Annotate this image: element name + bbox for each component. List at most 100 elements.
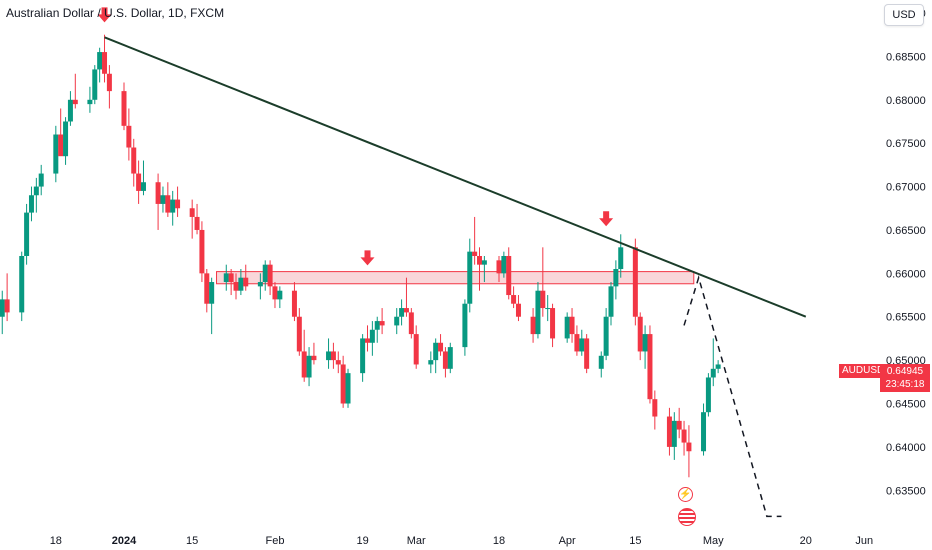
candle-body	[647, 334, 653, 400]
candle-body	[569, 316, 575, 335]
candle-body	[155, 182, 161, 204]
candle-body	[170, 199, 176, 213]
price-tick-label: 0.68500	[886, 51, 926, 63]
candle-body	[291, 290, 297, 317]
candle-body	[301, 351, 307, 378]
candle-body	[267, 264, 273, 287]
candle-body	[257, 282, 263, 287]
candle-body	[238, 277, 244, 291]
candle-body	[637, 316, 643, 352]
candle-body	[126, 125, 132, 148]
time-tick-label: 18	[50, 535, 62, 547]
projection-path	[683, 275, 782, 518]
candle-body	[676, 420, 682, 430]
candle-body	[165, 195, 171, 213]
candle-body	[394, 316, 400, 326]
candle-body	[462, 303, 468, 348]
candle-body	[374, 321, 380, 330]
lightning-event-icon[interactable]: ⚡	[678, 487, 693, 502]
currency-button[interactable]: USD	[884, 4, 924, 26]
candle-body	[38, 173, 44, 187]
candle-body	[530, 316, 536, 335]
us-flag-event-icon[interactable]	[678, 508, 696, 526]
candle-body	[642, 334, 648, 352]
down-arrow-marker	[599, 211, 614, 227]
candle-body	[87, 99, 93, 105]
candle-body	[442, 351, 448, 369]
candle-body	[58, 134, 64, 157]
candle-body	[175, 199, 181, 209]
candle-body	[272, 286, 278, 300]
candle-body	[472, 251, 478, 256]
candle-body	[306, 355, 312, 378]
resistance-zone	[216, 271, 695, 285]
down-arrow-marker	[97, 7, 112, 23]
candle-body	[63, 121, 69, 157]
price-axis: 0.690000.685000.680000.675000.670000.665…	[886, 8, 926, 497]
candle-body	[24, 212, 30, 256]
time-tick-label: 19	[357, 535, 369, 547]
chart-title: Australian Dollar / U.S. Dollar, 1D, FXC…	[6, 6, 225, 20]
candle-body	[365, 338, 370, 343]
candle-body	[140, 182, 146, 191]
candle-body	[189, 208, 195, 217]
candle-body	[131, 147, 137, 174]
candle-body	[72, 99, 78, 105]
candlesticks	[0, 34, 721, 478]
time-tick-label: 15	[629, 535, 641, 547]
candle-body	[671, 420, 677, 447]
candle-body	[477, 255, 483, 265]
time-tick-label: May	[703, 535, 724, 547]
candle-body	[4, 299, 10, 313]
price-tick-label: 0.65500	[886, 312, 926, 324]
candle-body	[345, 373, 351, 404]
time-tick-label: Apr	[559, 535, 576, 547]
candle-body	[447, 347, 453, 369]
candle-body	[632, 247, 638, 317]
candle-body	[106, 73, 112, 92]
candle-body	[369, 329, 375, 343]
candle-body	[428, 360, 434, 365]
candle-body	[467, 251, 473, 304]
candle-body	[540, 290, 546, 309]
candle-body	[579, 338, 585, 352]
symbol-label: AUDUSD	[839, 364, 888, 378]
candle-body	[121, 91, 127, 126]
candle-body	[550, 308, 556, 339]
candle-body	[433, 342, 439, 361]
candle-body	[686, 442, 692, 452]
candle-body	[501, 255, 507, 274]
candle-body	[618, 247, 624, 270]
time-tick-label: 18	[493, 535, 505, 547]
price-tick-label: 0.67000	[886, 182, 926, 194]
current-price-box: 0.64945 23:45:18	[880, 364, 930, 392]
candle-body	[233, 282, 239, 291]
candle-body	[19, 255, 25, 313]
resistance-zone-rect	[216, 271, 695, 285]
time-tick-label: 20	[800, 535, 812, 547]
time-tick-label: 2024	[112, 535, 137, 547]
candle-body	[710, 368, 716, 378]
candle-body	[701, 412, 707, 452]
candle-body	[574, 334, 580, 352]
candle-body	[262, 264, 268, 283]
candle-body	[228, 273, 234, 283]
candle-body	[652, 399, 658, 417]
candle-body	[92, 69, 98, 100]
candle-body	[506, 255, 512, 296]
candle-body	[102, 52, 108, 74]
candle-body	[598, 355, 604, 369]
candle-body	[277, 290, 283, 300]
price-tick-label: 0.64500	[886, 399, 926, 411]
candle-body	[496, 260, 502, 274]
candle-body	[681, 429, 687, 443]
candle-body	[0, 299, 5, 317]
bar-countdown: 23:45:18	[885, 379, 925, 390]
time-tick-label: Mar	[407, 535, 426, 547]
price-tick-label: 0.63500	[886, 485, 926, 497]
candle-body	[564, 316, 570, 339]
price-tick-label: 0.67500	[886, 138, 926, 150]
candle-body	[515, 303, 521, 317]
candle-body	[33, 186, 39, 196]
